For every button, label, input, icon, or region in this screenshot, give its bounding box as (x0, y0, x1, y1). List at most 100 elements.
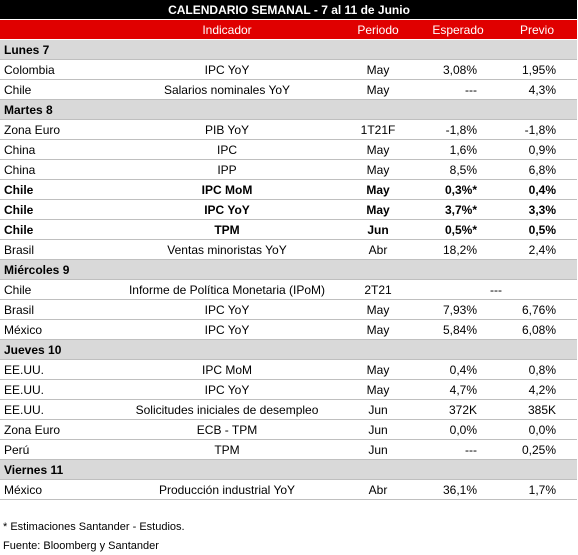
period-cell: May (366, 363, 390, 377)
period-cell: Jun (367, 223, 389, 237)
day-label: Miércoles 9 (4, 263, 70, 277)
data-row: México Producción industrial YoY Abr 36,1% 1… (0, 480, 577, 500)
country-cell: Chile (4, 203, 34, 217)
indicator-cell: Salarios nominales YoY (163, 83, 291, 97)
data-row: Chile Salarios nominales YoY May --- 4,3% (0, 80, 577, 100)
period-cell: May (366, 323, 390, 337)
period-cell: 2T21 (364, 283, 392, 297)
country-cell: Colombia (4, 63, 55, 77)
expected-cell: 18,2% (442, 243, 477, 257)
country-cell: Chile (4, 183, 34, 197)
day-row: Miércoles 9 (0, 260, 577, 280)
period-cell: May (366, 303, 390, 317)
country-cell: México (4, 323, 43, 337)
footnote: Fuente: Bloomberg y Santander (3, 540, 159, 552)
previous-cell: 6,8% (528, 163, 556, 177)
country-cell: China (4, 143, 36, 157)
period-cell: Abr (368, 483, 388, 497)
indicator-cell: IPC MoM (201, 183, 253, 197)
day-row: Viernes 11 (0, 460, 577, 480)
data-row: Zona Euro PIB YoY 1T21F -1,8% -1,8% (0, 120, 577, 140)
data-row: Colombia IPC YoY May 3,08% 1,95% (0, 60, 577, 80)
header-cell: Previo (519, 23, 555, 37)
indicator-cell: Informe de Política Monetaria (IPoM) (128, 283, 326, 297)
expected-cell: 0,3%* (444, 183, 477, 197)
data-row: China IPC May 1,6% 0,9% (0, 140, 577, 160)
country-cell: Chile (4, 83, 32, 97)
country-cell: Chile (4, 283, 32, 297)
previous-cell: --- (490, 283, 502, 297)
expected-cell: --- (465, 83, 477, 97)
previous-cell: 2,4% (528, 243, 556, 257)
day-label: Martes 8 (4, 103, 53, 117)
previous-cell: -1,8% (524, 123, 556, 137)
day-row: Lunes 7 (0, 40, 577, 60)
previous-cell: 385K (527, 403, 556, 417)
header-cell: Periodo (357, 23, 399, 37)
data-row: Brasil Ventas minoristas YoY Abr 18,2% 2,4% (0, 240, 577, 260)
expected-cell: 7,93% (442, 303, 477, 317)
previous-cell: 6,08% (521, 323, 556, 337)
period-cell: Jun (368, 423, 388, 437)
day-label: Jueves 10 (4, 343, 62, 357)
data-row: Chile IPC YoY May 3,7%* 3,3% (0, 200, 577, 220)
title-row: CALENDARIO SEMANAL - 7 al 11 de Junio (0, 0, 577, 20)
period-cell: May (366, 203, 390, 217)
indicator-cell: TPM (214, 223, 240, 237)
day-row: Martes 8 (0, 100, 577, 120)
previous-cell: 0,0% (528, 423, 556, 437)
expected-cell: -1,8% (445, 123, 477, 137)
previous-cell: 0,9% (528, 143, 556, 157)
country-cell: Perú (4, 443, 30, 457)
country-cell: Chile (4, 223, 34, 237)
previous-cell: 6,76% (521, 303, 556, 317)
indicator-cell: IPC MoM (201, 363, 253, 377)
expected-cell: 1,6% (449, 143, 477, 157)
country-cell: China (4, 163, 36, 177)
country-cell: Zona Euro (4, 123, 61, 137)
indicator-cell: IPC YoY (204, 323, 250, 337)
expected-cell: --- (465, 443, 477, 457)
day-label: Lunes 7 (4, 43, 50, 57)
expected-cell: 36,1% (442, 483, 477, 497)
footnote: * Estimaciones Santander - Estudios. (3, 521, 185, 533)
expected-cell: 0,4% (449, 363, 477, 377)
expected-cell: 0,5%* (444, 223, 477, 237)
previous-cell: 0,5% (528, 223, 556, 237)
period-cell: May (366, 143, 390, 157)
title: CALENDARIO SEMANAL - 7 al 11 de Junio (168, 3, 410, 17)
period-cell: May (366, 83, 390, 97)
expected-cell: 3,08% (442, 63, 477, 77)
data-row: China IPP May 8,5% 6,8% (0, 160, 577, 180)
country-cell: Brasil (4, 303, 35, 317)
country-cell: Brasil (4, 243, 35, 257)
previous-cell: 3,3% (528, 203, 556, 217)
indicator-cell: IPC (216, 143, 238, 157)
country-cell: EE.UU. (4, 363, 45, 377)
indicator-cell: TPM (214, 443, 240, 457)
previous-cell: 1,7% (528, 483, 556, 497)
indicator-cell: IPC YoY (204, 383, 250, 397)
period-cell: Abr (368, 243, 388, 257)
indicator-cell: IPC YoY (204, 203, 250, 217)
indicator-cell: IPC YoY (204, 63, 250, 77)
period-cell: May (366, 383, 390, 397)
country-cell: Zona Euro (4, 423, 61, 437)
period-cell: May (366, 183, 390, 197)
country-cell: México (4, 483, 43, 497)
data-row: Chile Informe de Política Monetaria (IPoM… (0, 280, 577, 300)
expected-cell: 4,7% (449, 383, 477, 397)
expected-cell: 372K (448, 403, 477, 417)
header-cell: Esperado (432, 23, 484, 37)
expected-cell: 0,0% (449, 423, 477, 437)
indicator-cell: Ventas minoristas YoY (167, 243, 287, 257)
data-row: Chile IPC MoM May 0,3%* 0,4% (0, 180, 577, 200)
period-cell: May (366, 163, 390, 177)
day-label: Viernes 11 (4, 463, 64, 477)
header-cell: Indicador (202, 23, 252, 37)
data-row: Brasil IPC YoY May 7,93% 6,76% (0, 300, 577, 320)
period-cell: 1T21F (360, 123, 396, 137)
data-row: Chile TPM Jun 0,5%* 0,5% (0, 220, 577, 240)
previous-cell: 0,25% (521, 443, 556, 457)
